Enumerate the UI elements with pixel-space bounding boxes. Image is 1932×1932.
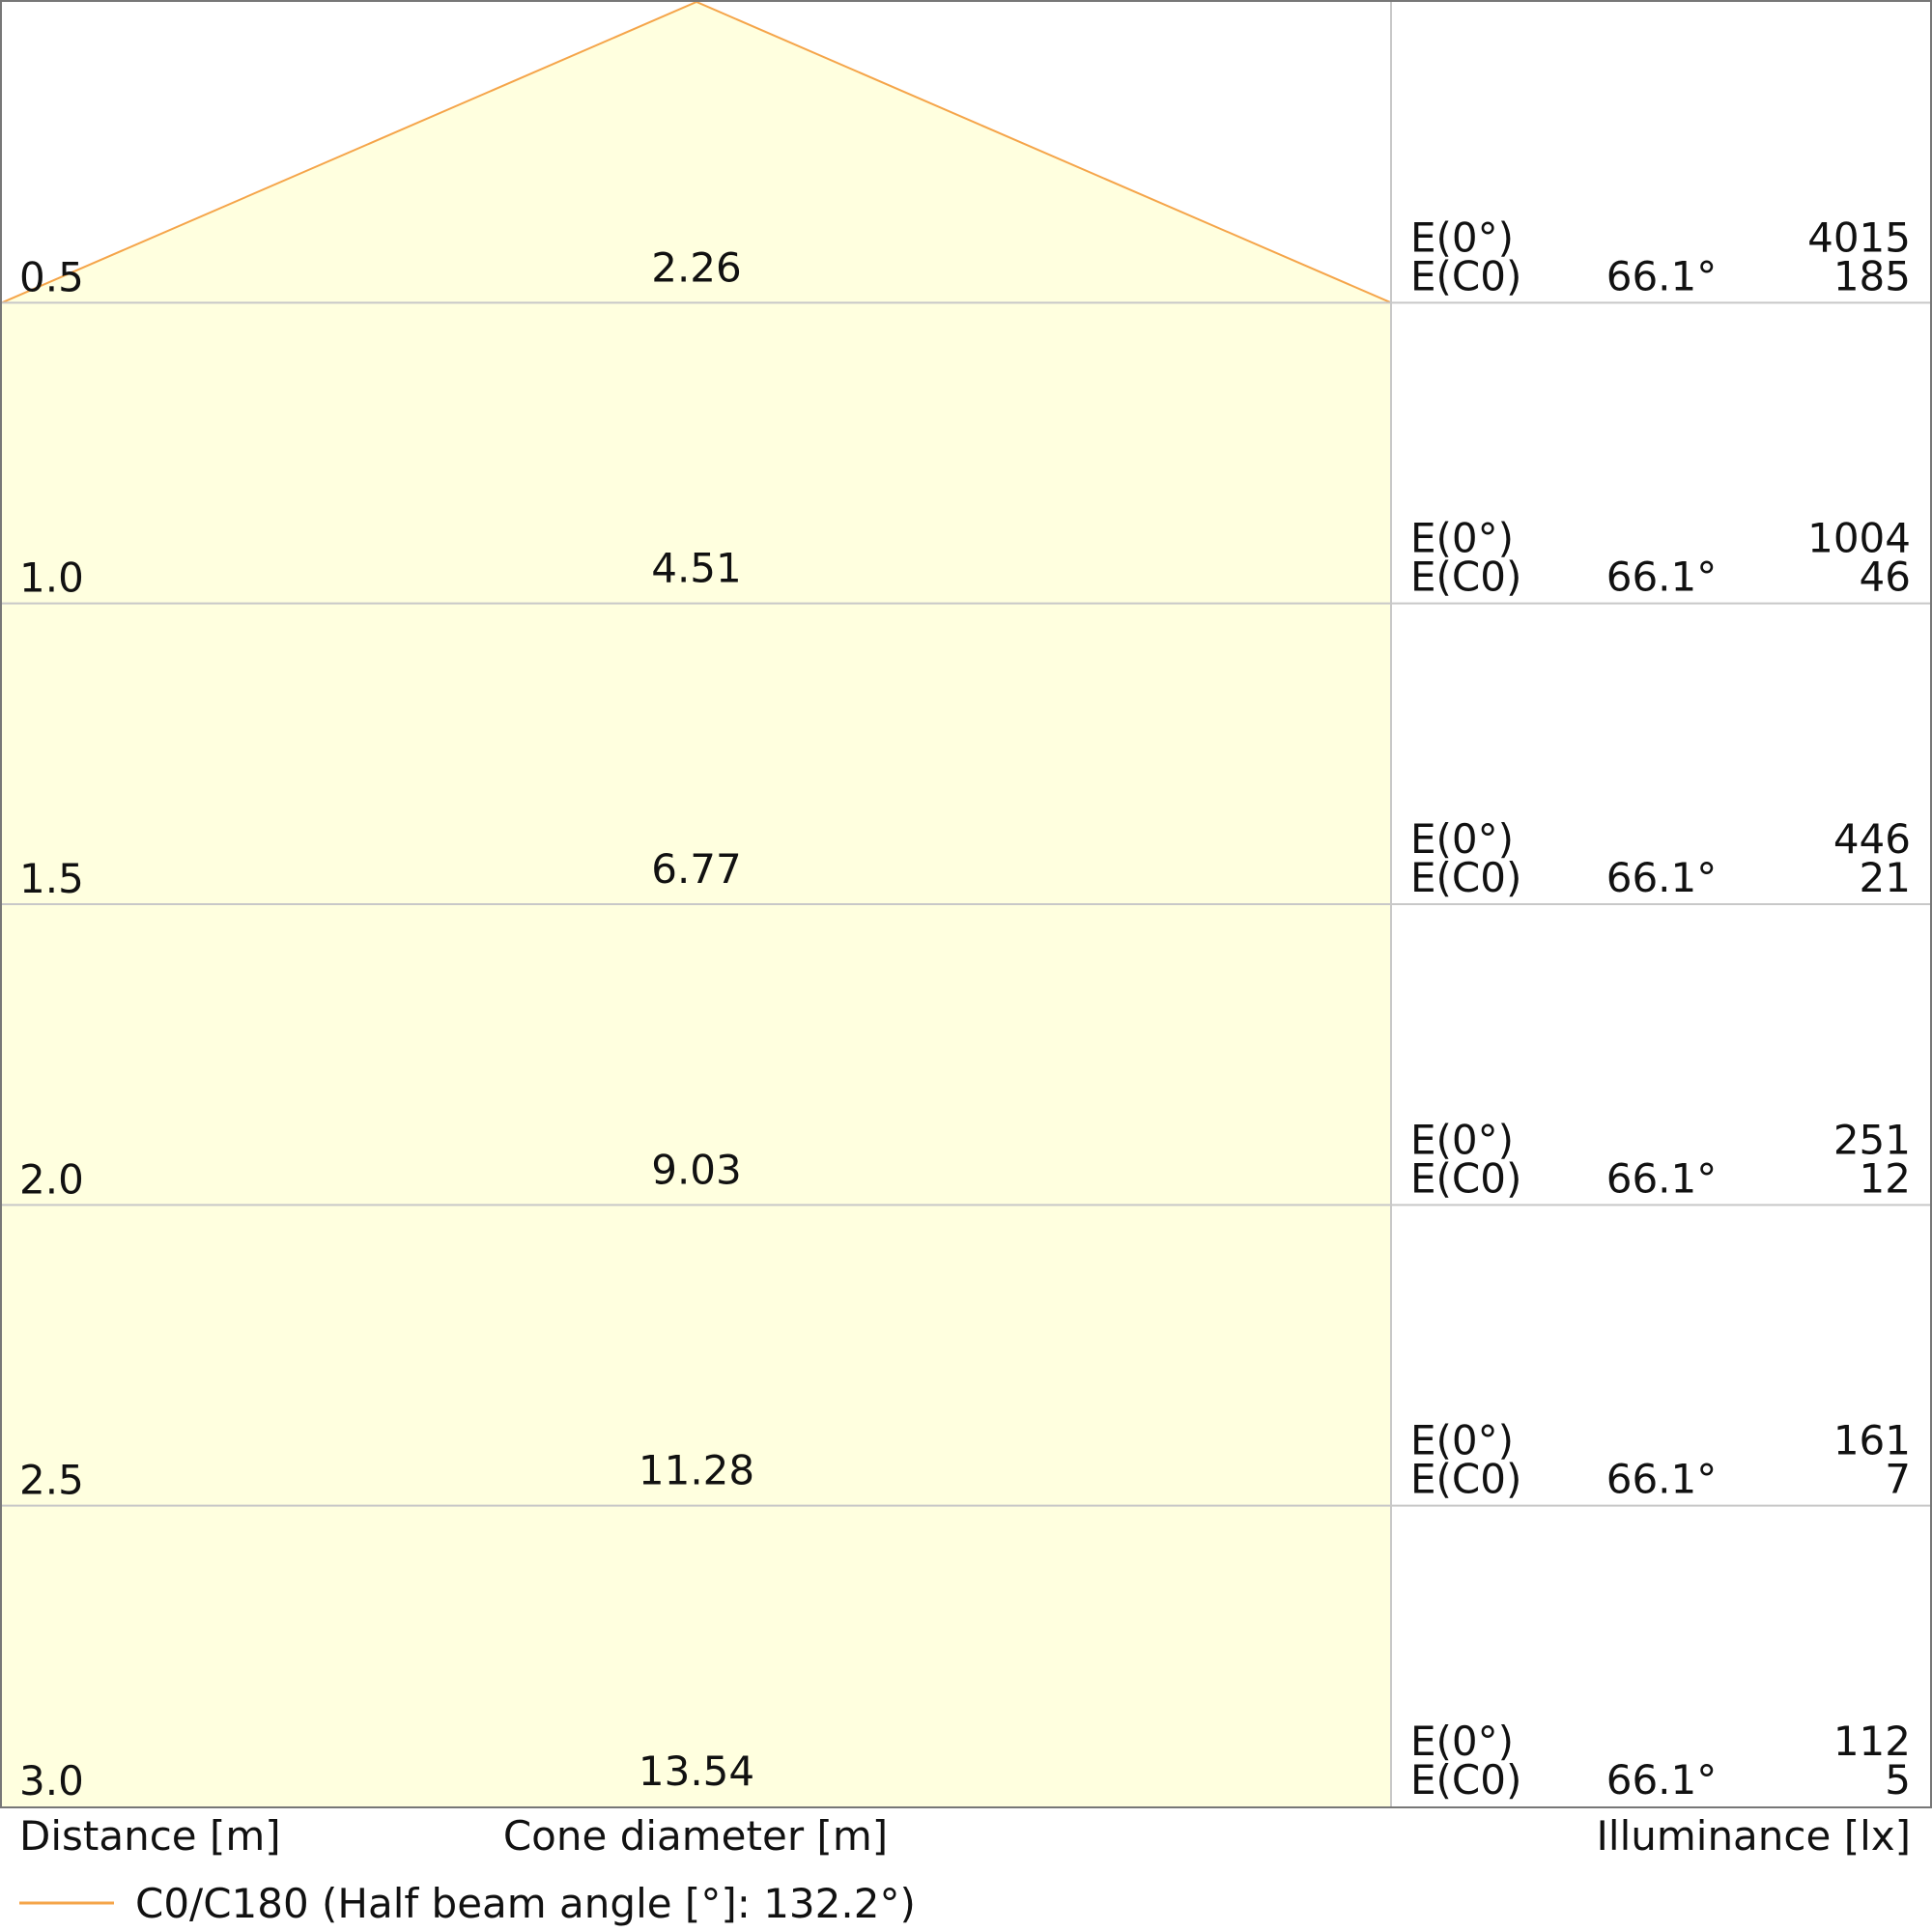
e0-label: E(0°) — [1410, 1417, 1514, 1464]
distance-label: 3.0 — [19, 1757, 84, 1804]
cone-diameter-label: 2.26 — [651, 243, 742, 291]
e0-label: E(0°) — [1410, 815, 1514, 863]
cone-diameter-label: 4.51 — [651, 545, 742, 592]
distance-label: 0.5 — [19, 253, 84, 300]
ec0-value: 5 — [1885, 1756, 1911, 1804]
cone-diameter-label: 6.77 — [651, 845, 742, 893]
ec0-label: E(C0) — [1410, 854, 1521, 901]
ec0-value: 185 — [1833, 252, 1911, 299]
angle-label: 66.1° — [1606, 554, 1718, 601]
cone-diameter-label: 11.28 — [639, 1447, 754, 1494]
e0-value: 161 — [1833, 1417, 1911, 1464]
ec0-label: E(C0) — [1410, 1154, 1521, 1202]
legend-label: C0/C180 (Half beam angle [°]: 132.2°) — [135, 1880, 916, 1927]
angle-label: 66.1° — [1606, 854, 1718, 901]
cone-diameter-label: 13.54 — [639, 1747, 754, 1795]
ec0-label: E(C0) — [1410, 1456, 1521, 1503]
e0-label: E(0°) — [1410, 1116, 1514, 1163]
e0-value: 251 — [1833, 1116, 1911, 1163]
grid-lines — [2, 2, 1930, 1806]
distance-label: 1.0 — [19, 554, 84, 602]
distance-label: 2.5 — [19, 1457, 84, 1504]
e0-value: 112 — [1833, 1718, 1911, 1765]
distance-label: 2.0 — [19, 1155, 84, 1203]
ec0-value: 46 — [1860, 554, 1911, 601]
illuminance-column-header: Illuminance [lx] — [1597, 1812, 1911, 1860]
e0-value: 4015 — [1807, 213, 1911, 261]
distance-column-header: Distance [m] — [19, 1812, 281, 1860]
ec0-value: 21 — [1860, 854, 1911, 901]
angle-label: 66.1° — [1606, 252, 1718, 299]
ec0-label: E(C0) — [1410, 1756, 1521, 1804]
ec0-label: E(C0) — [1410, 252, 1521, 299]
e0-label: E(0°) — [1410, 515, 1514, 562]
e0-label: E(0°) — [1410, 213, 1514, 261]
cone-diameter-column-header: Cone diameter [m] — [503, 1812, 888, 1860]
chart-frame — [0, 0, 1932, 1808]
angle-label: 66.1° — [1606, 1456, 1718, 1503]
distance-label: 1.5 — [19, 855, 84, 902]
angle-label: 66.1° — [1606, 1154, 1718, 1202]
e0-value: 446 — [1833, 815, 1911, 863]
e0-value: 1004 — [1807, 515, 1911, 562]
angle-label: 66.1° — [1606, 1756, 1718, 1804]
ec0-value: 12 — [1860, 1154, 1911, 1202]
ec0-label: E(C0) — [1410, 554, 1521, 601]
ec0-value: 7 — [1885, 1456, 1911, 1503]
e0-label: E(0°) — [1410, 1718, 1514, 1765]
cone-diameter-label: 9.03 — [651, 1146, 742, 1193]
